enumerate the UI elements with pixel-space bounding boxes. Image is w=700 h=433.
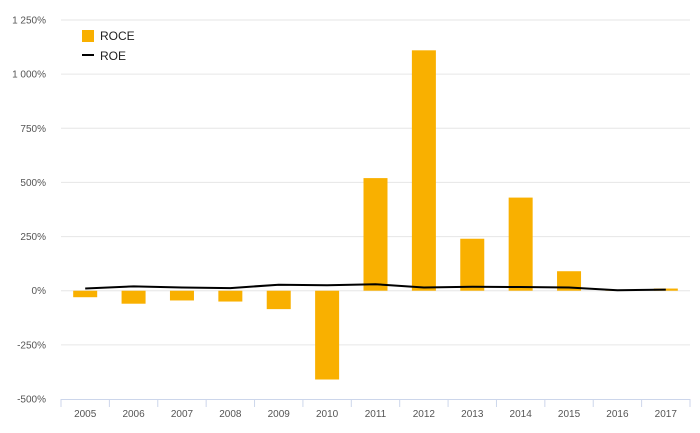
x-tick-label: 2013 bbox=[461, 409, 484, 420]
roce-bar-2008 bbox=[218, 290, 243, 302]
x-tick-label: 2010 bbox=[316, 409, 339, 420]
roe-line-series bbox=[85, 283, 666, 292]
x-tick-label: 2005 bbox=[74, 409, 97, 420]
x-tick-label: 2011 bbox=[365, 409, 387, 420]
roce-bar-2015 bbox=[557, 271, 582, 291]
x-tick-label: 2015 bbox=[558, 409, 581, 420]
y-tick-label: -250% bbox=[17, 340, 46, 351]
roce-bar-2012 bbox=[411, 50, 436, 291]
roce-bar-2013 bbox=[460, 238, 485, 291]
roce-bar-2009 bbox=[266, 290, 291, 310]
y-tick-label: 500% bbox=[20, 178, 46, 189]
roce-bar-2006 bbox=[121, 290, 146, 304]
y-tick-label: 250% bbox=[20, 232, 46, 243]
y-tick-label: 0% bbox=[32, 286, 47, 297]
y-tick-label: 1 250% bbox=[12, 16, 46, 27]
legend-label-roe: ROE bbox=[100, 49, 126, 63]
x-axis: 2005 2006 2007 2008 2009 2010 2011 2012 2013 2014… bbox=[60, 399, 691, 420]
x-tick-label: 2006 bbox=[122, 409, 145, 420]
roce-bar-2010 bbox=[315, 290, 340, 380]
roce-bar-2014 bbox=[508, 197, 533, 291]
x-tick-label: 2008 bbox=[219, 409, 242, 420]
legend: ROCE ROE bbox=[82, 29, 135, 63]
roce-bars bbox=[73, 50, 678, 380]
roce-bar-2005 bbox=[73, 290, 98, 298]
roce-bar-2007 bbox=[169, 290, 194, 301]
legend-swatch-roce bbox=[82, 30, 94, 42]
roce-bar-2011 bbox=[363, 178, 388, 291]
x-tick-label: 2007 bbox=[171, 409, 194, 420]
x-tick-label: 2016 bbox=[606, 409, 629, 420]
y-tick-label: 750% bbox=[20, 124, 46, 135]
x-tick-label: 2012 bbox=[413, 409, 436, 420]
x-tick-label: 2017 bbox=[655, 409, 678, 420]
legend-label-roce: ROCE bbox=[100, 29, 135, 43]
x-tick-label: 2009 bbox=[268, 409, 291, 420]
y-axis: -500% -250% 0% 250% 500% 750% 1 000% 1 250% bbox=[12, 16, 46, 406]
y-tick-label: -500% bbox=[17, 395, 46, 406]
x-tick-label: 2014 bbox=[510, 409, 533, 420]
y-tick-label: 1 000% bbox=[12, 70, 46, 81]
